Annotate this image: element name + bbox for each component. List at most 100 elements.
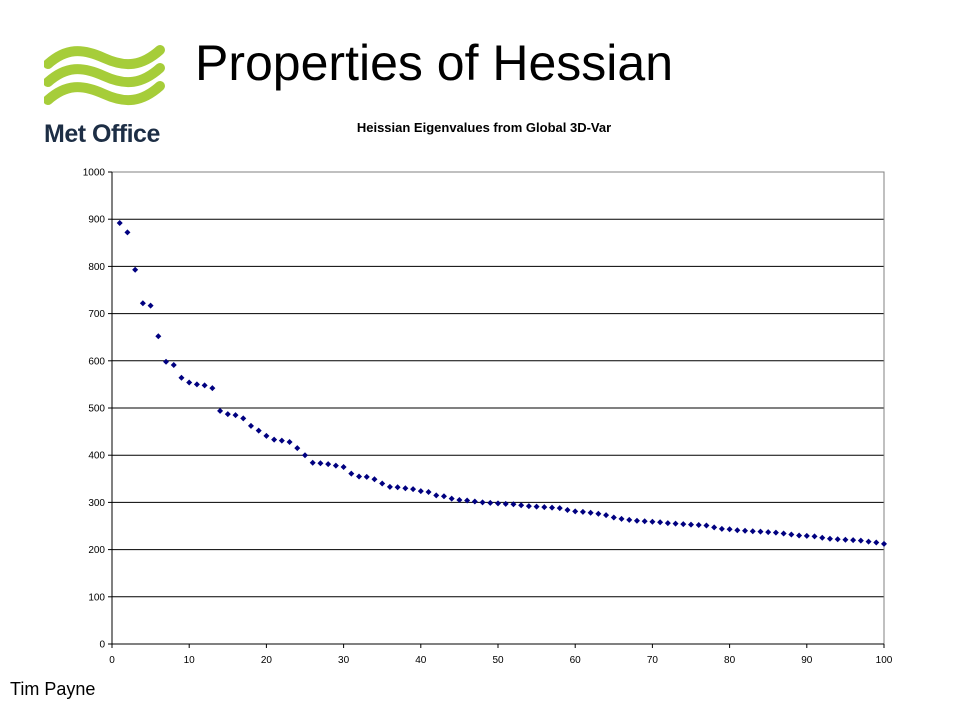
data-point <box>865 538 872 545</box>
data-point <box>116 219 123 226</box>
data-point <box>309 459 316 466</box>
data-point <box>834 536 841 543</box>
data-point <box>502 500 509 507</box>
data-point <box>657 519 664 526</box>
data-point <box>819 534 826 541</box>
data-point <box>610 514 617 521</box>
data-point <box>618 515 625 522</box>
data-point <box>641 518 648 525</box>
data-point <box>881 540 887 547</box>
x-tick-label: 50 <box>492 655 504 666</box>
data-point <box>711 524 718 531</box>
data-point <box>510 501 517 508</box>
data-point <box>271 436 278 443</box>
data-point <box>147 302 154 309</box>
data-point <box>448 495 455 502</box>
data-point <box>294 445 301 452</box>
data-point <box>749 528 756 535</box>
data-point <box>417 488 424 495</box>
data-point <box>649 518 656 525</box>
data-point <box>356 473 363 480</box>
data-point <box>255 427 262 434</box>
data-point <box>772 529 779 536</box>
data-point <box>340 464 347 470</box>
chart-title: Heissian Eigenvalues from Global 3D-Var <box>357 120 611 135</box>
data-point <box>803 532 810 539</box>
data-point <box>440 493 447 500</box>
data-point <box>842 536 849 543</box>
data-series <box>116 219 887 547</box>
data-point <box>317 460 324 467</box>
x-tick-label: 10 <box>184 655 196 666</box>
data-point <box>155 333 162 340</box>
data-point <box>564 506 571 513</box>
x-tick-label: 80 <box>724 655 736 666</box>
data-point <box>302 452 308 459</box>
data-point <box>688 521 694 528</box>
data-point <box>286 438 293 445</box>
data-point <box>170 362 177 369</box>
data-point <box>603 512 610 519</box>
y-tick-label: 700 <box>88 309 105 320</box>
data-point <box>163 358 170 365</box>
data-point <box>796 532 803 539</box>
data-point <box>873 539 880 546</box>
data-point <box>394 484 401 491</box>
data-point <box>178 374 185 381</box>
data-point <box>456 497 463 504</box>
data-point <box>780 530 787 537</box>
data-point <box>379 480 386 487</box>
data-point <box>541 504 548 511</box>
data-point <box>386 483 393 490</box>
slide-title: Properties of Hessian <box>195 35 674 91</box>
data-point <box>525 503 532 510</box>
data-point <box>826 535 833 542</box>
y-tick-label: 900 <box>88 215 105 226</box>
gridlines <box>112 171 884 645</box>
y-tick-label: 300 <box>88 498 105 509</box>
x-tick-label: 70 <box>647 655 659 666</box>
data-point <box>471 498 478 505</box>
y-tick-label: 200 <box>88 545 105 556</box>
y-tick-label: 100 <box>88 592 105 603</box>
data-point <box>533 503 540 510</box>
y-tick-label: 400 <box>88 451 105 462</box>
data-point <box>788 531 795 538</box>
data-point <box>217 407 224 414</box>
y-tick-label: 500 <box>88 404 105 415</box>
data-point <box>695 522 702 529</box>
met-office-logo: Met Office <box>44 44 168 156</box>
y-tick-label: 800 <box>88 262 105 273</box>
data-point <box>425 489 432 496</box>
data-point <box>479 499 486 506</box>
data-point <box>765 529 772 536</box>
data-point <box>495 500 501 507</box>
data-point <box>201 382 208 389</box>
data-point <box>579 508 586 515</box>
data-point <box>232 412 239 419</box>
data-point <box>332 462 339 469</box>
y-tick-label: 600 <box>88 356 105 367</box>
data-point <box>348 470 355 477</box>
data-point <box>193 381 200 388</box>
data-point <box>726 526 733 533</box>
data-point <box>124 229 131 236</box>
met-office-wave-icon <box>44 45 165 106</box>
data-point <box>209 385 216 392</box>
x-tick-label: 90 <box>801 655 813 666</box>
data-point <box>402 485 409 492</box>
y-axis: 0 100 200 300 400 500 600 700 800 900 1000 <box>83 168 113 651</box>
data-point <box>633 517 640 524</box>
data-point <box>850 537 857 544</box>
data-point <box>549 504 556 511</box>
y-tick-label: 1000 <box>83 168 106 179</box>
data-point <box>703 522 710 529</box>
data-point <box>680 521 687 528</box>
x-axis: 0 10 20 30 40 50 60 70 80 90 100 <box>109 643 893 666</box>
data-point <box>410 486 417 493</box>
data-point <box>263 432 270 439</box>
data-point <box>742 527 749 534</box>
x-tick-label: 0 <box>109 655 115 666</box>
data-point <box>572 508 579 515</box>
footer-author: Tim Payne <box>10 679 96 699</box>
